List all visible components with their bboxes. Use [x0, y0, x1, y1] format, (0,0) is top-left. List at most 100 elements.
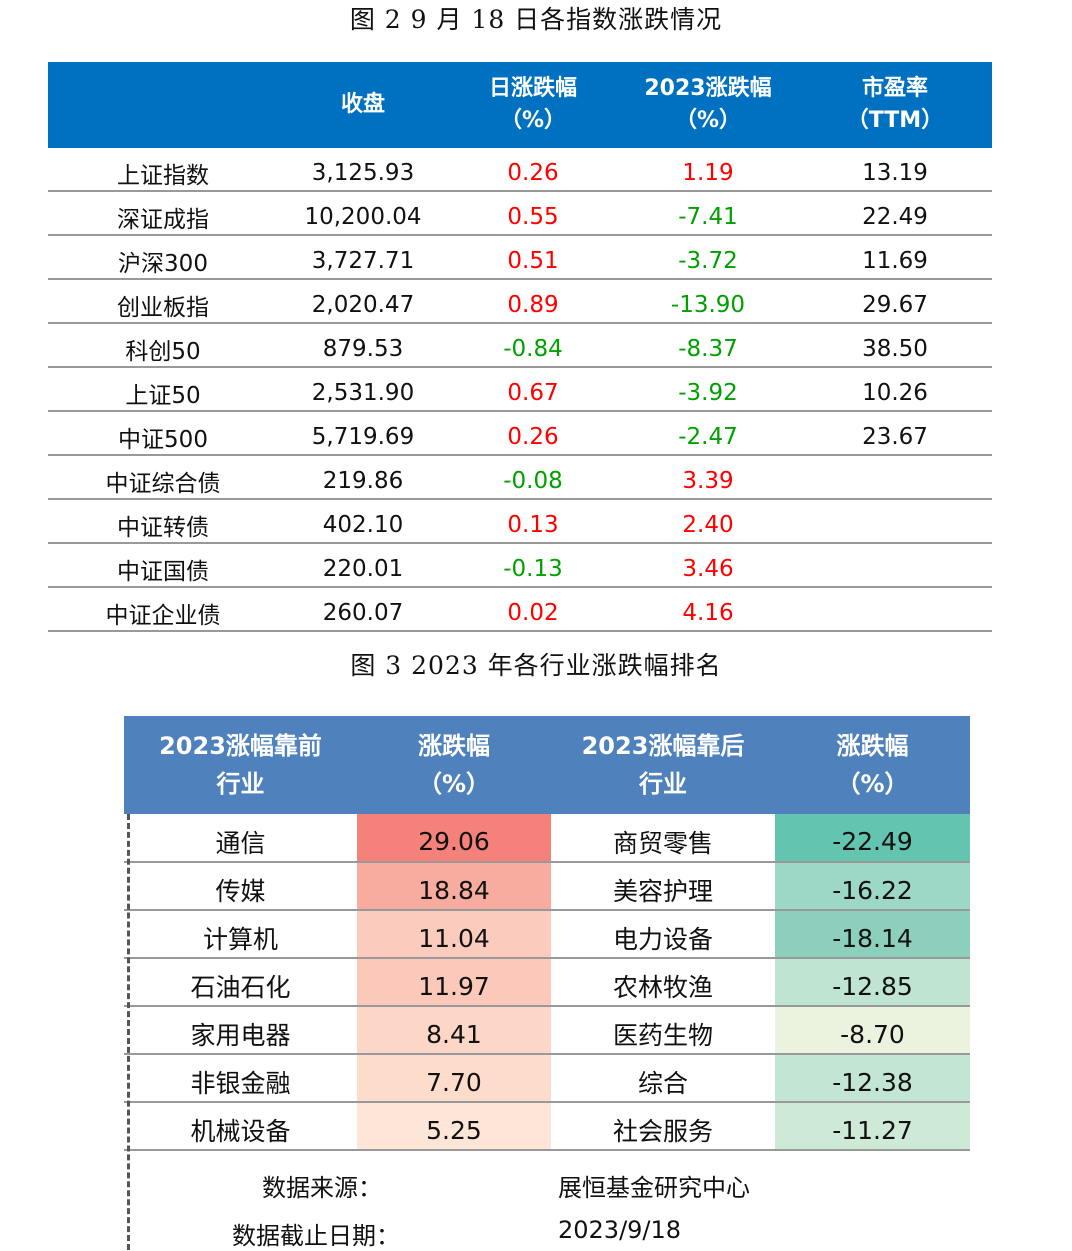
table-row: 中证转债 402.10 0.13 2.40: [48, 499, 992, 544]
table-row: 传媒 18.84 美容护理 -16.22: [124, 862, 970, 911]
table-row: 中证综合债 219.86 -0.08 3.39: [48, 455, 992, 500]
table-row: 创业板指 2,020.47 0.89 -13.90 29.67: [48, 279, 992, 324]
table-cell: 13.19: [798, 148, 992, 192]
figure-3-caption: 图 3 2023 年各行业涨跌幅排名: [350, 651, 722, 680]
table-cell: 深证成指: [48, 191, 278, 236]
table-cell: 10.26: [798, 367, 992, 412]
table-row: 石油石化 11.97 农林牧渔 -12.85: [124, 958, 970, 1007]
table-cell: 计算机: [124, 910, 357, 959]
table-cell: 402.10: [278, 499, 448, 544]
table-cell: [798, 455, 992, 500]
table-cell: 沪深300: [48, 235, 278, 280]
table-row: 中证国债 220.01 -0.13 3.46: [48, 543, 992, 588]
table-row: 上证50 2,531.90 0.67 -3.92 10.26: [48, 367, 992, 412]
table-cell: 38.50: [798, 323, 992, 368]
table-row: 科创50 879.53 -0.84 -8.37 38.50: [48, 323, 992, 368]
table-row: 机械设备 5.25 社会服务 -11.27: [124, 1102, 970, 1151]
table-row: 沪深300 3,727.71 0.51 -3.72 11.69: [48, 235, 992, 280]
table-row: 家用电器 8.41 医药生物 -8.70: [124, 1006, 970, 1055]
column-header: [48, 62, 278, 148]
table-cell: [798, 587, 992, 632]
table-cell: 农林牧渔: [551, 958, 775, 1007]
table-row: 通信 29.06 商贸零售 -22.49: [124, 814, 970, 863]
table-cell: 中证500: [48, 411, 278, 456]
table-cell: -0.84: [448, 323, 618, 368]
table-cell: 10,200.04: [278, 191, 448, 236]
table-cell: 5,719.69: [278, 411, 448, 456]
table-cell: 通信: [124, 814, 357, 863]
column-header: 市盈率 （TTM）: [798, 62, 992, 148]
column-header: 涨跌幅 （%）: [775, 716, 970, 814]
table-row: 中证500 5,719.69 0.26 -2.47 23.67: [48, 411, 992, 456]
table-cell: 879.53: [278, 323, 448, 368]
table-cell: 11.69: [798, 235, 992, 280]
table-cell: -3.92: [618, 367, 798, 412]
table-cell: 石油石化: [124, 958, 357, 1007]
table-cell: 商贸零售: [551, 814, 775, 863]
table-cell: 0.51: [448, 235, 618, 280]
column-header: 涨跌幅 （%）: [357, 716, 551, 814]
table-cell: 22.49: [798, 191, 992, 236]
table-cell: 综合: [551, 1054, 775, 1103]
source-value: 展恒基金研究中心: [558, 1174, 750, 1202]
table-cell: -0.08: [448, 455, 618, 500]
table-row: 中证企业债 260.07 0.02 4.16: [48, 587, 992, 632]
table-cell: -0.13: [448, 543, 618, 588]
table-cell: -12.85: [775, 958, 970, 1007]
table-cell: 260.07: [278, 587, 448, 632]
table-cell: -13.90: [618, 279, 798, 324]
table-cell: [798, 543, 992, 588]
figure-2-caption: 图 2 9 月 18 日各指数涨跌情况: [349, 5, 723, 34]
table-cell: 家用电器: [124, 1006, 357, 1055]
table-cell: 2.40: [618, 499, 798, 544]
table-cell: 0.26: [448, 148, 618, 192]
table-row: 非银金融 7.70 综合 -12.38: [124, 1054, 970, 1103]
table-cell: 中证综合债: [48, 455, 278, 500]
table-cell: [798, 499, 992, 544]
index-performance-table: 收盘 日涨跌幅 （%） 2023涨跌幅 （%） 市盈率 （TTM） 上证指数 3,125.…: [48, 62, 992, 632]
table-cell: 4.16: [618, 587, 798, 632]
table-cell: 11.97: [357, 958, 551, 1007]
table-cell: -16.22: [775, 862, 970, 911]
table-cell: 非银金融: [124, 1054, 357, 1103]
table-cell: 机械设备: [124, 1102, 357, 1151]
table-cell: -11.27: [775, 1102, 970, 1151]
table-cell: 3,125.93: [278, 148, 448, 192]
table-cell: 科创50: [48, 323, 278, 368]
source-label: 数据来源：: [262, 1174, 382, 1202]
column-header: 日涨跌幅 （%）: [448, 62, 618, 148]
table-cell: 29.06: [357, 814, 551, 863]
table-cell: 中证企业债: [48, 587, 278, 632]
table-cell: 上证50: [48, 367, 278, 412]
table-cell: 23.67: [798, 411, 992, 456]
column-header: 2023涨跌幅 （%）: [618, 62, 798, 148]
table-cell: 电力设备: [551, 910, 775, 959]
table-cell: 上证指数: [48, 148, 278, 192]
table-cell: 2,531.90: [278, 367, 448, 412]
table-cell: -8.37: [618, 323, 798, 368]
table-cell: -12.38: [775, 1054, 970, 1103]
table-cell: 3,727.71: [278, 235, 448, 280]
table-cell: 5.25: [357, 1102, 551, 1151]
industry-ranking-table: 2023涨幅靠前 行业 涨跌幅 （%） 2023涨幅靠后 行业 涨跌幅 （%） 通信 29…: [124, 716, 970, 1151]
table-cell: -8.70: [775, 1006, 970, 1055]
table-cell: 0.55: [448, 191, 618, 236]
table-cell: 8.41: [357, 1006, 551, 1055]
table-row: 上证指数 3,125.93 0.26 1.19 13.19: [48, 148, 992, 192]
table-cell: 219.86: [278, 455, 448, 500]
table-cell: -7.41: [618, 191, 798, 236]
table-cell: 中证国债: [48, 543, 278, 588]
table-cell: 0.02: [448, 587, 618, 632]
table-cell: 社会服务: [551, 1102, 775, 1151]
table-cell: 0.13: [448, 499, 618, 544]
table-cell: 0.26: [448, 411, 618, 456]
table-row: 深证成指 10,200.04 0.55 -7.41 22.49: [48, 191, 992, 236]
table-cell: 3.39: [618, 455, 798, 500]
table-cell: 中证转债: [48, 499, 278, 544]
table-cell: -18.14: [775, 910, 970, 959]
date-label: 数据截止日期：: [232, 1222, 400, 1250]
table-cell: 11.04: [357, 910, 551, 959]
table-cell: 创业板指: [48, 279, 278, 324]
table-cell: 29.67: [798, 279, 992, 324]
table-cell: 1.19: [618, 148, 798, 192]
